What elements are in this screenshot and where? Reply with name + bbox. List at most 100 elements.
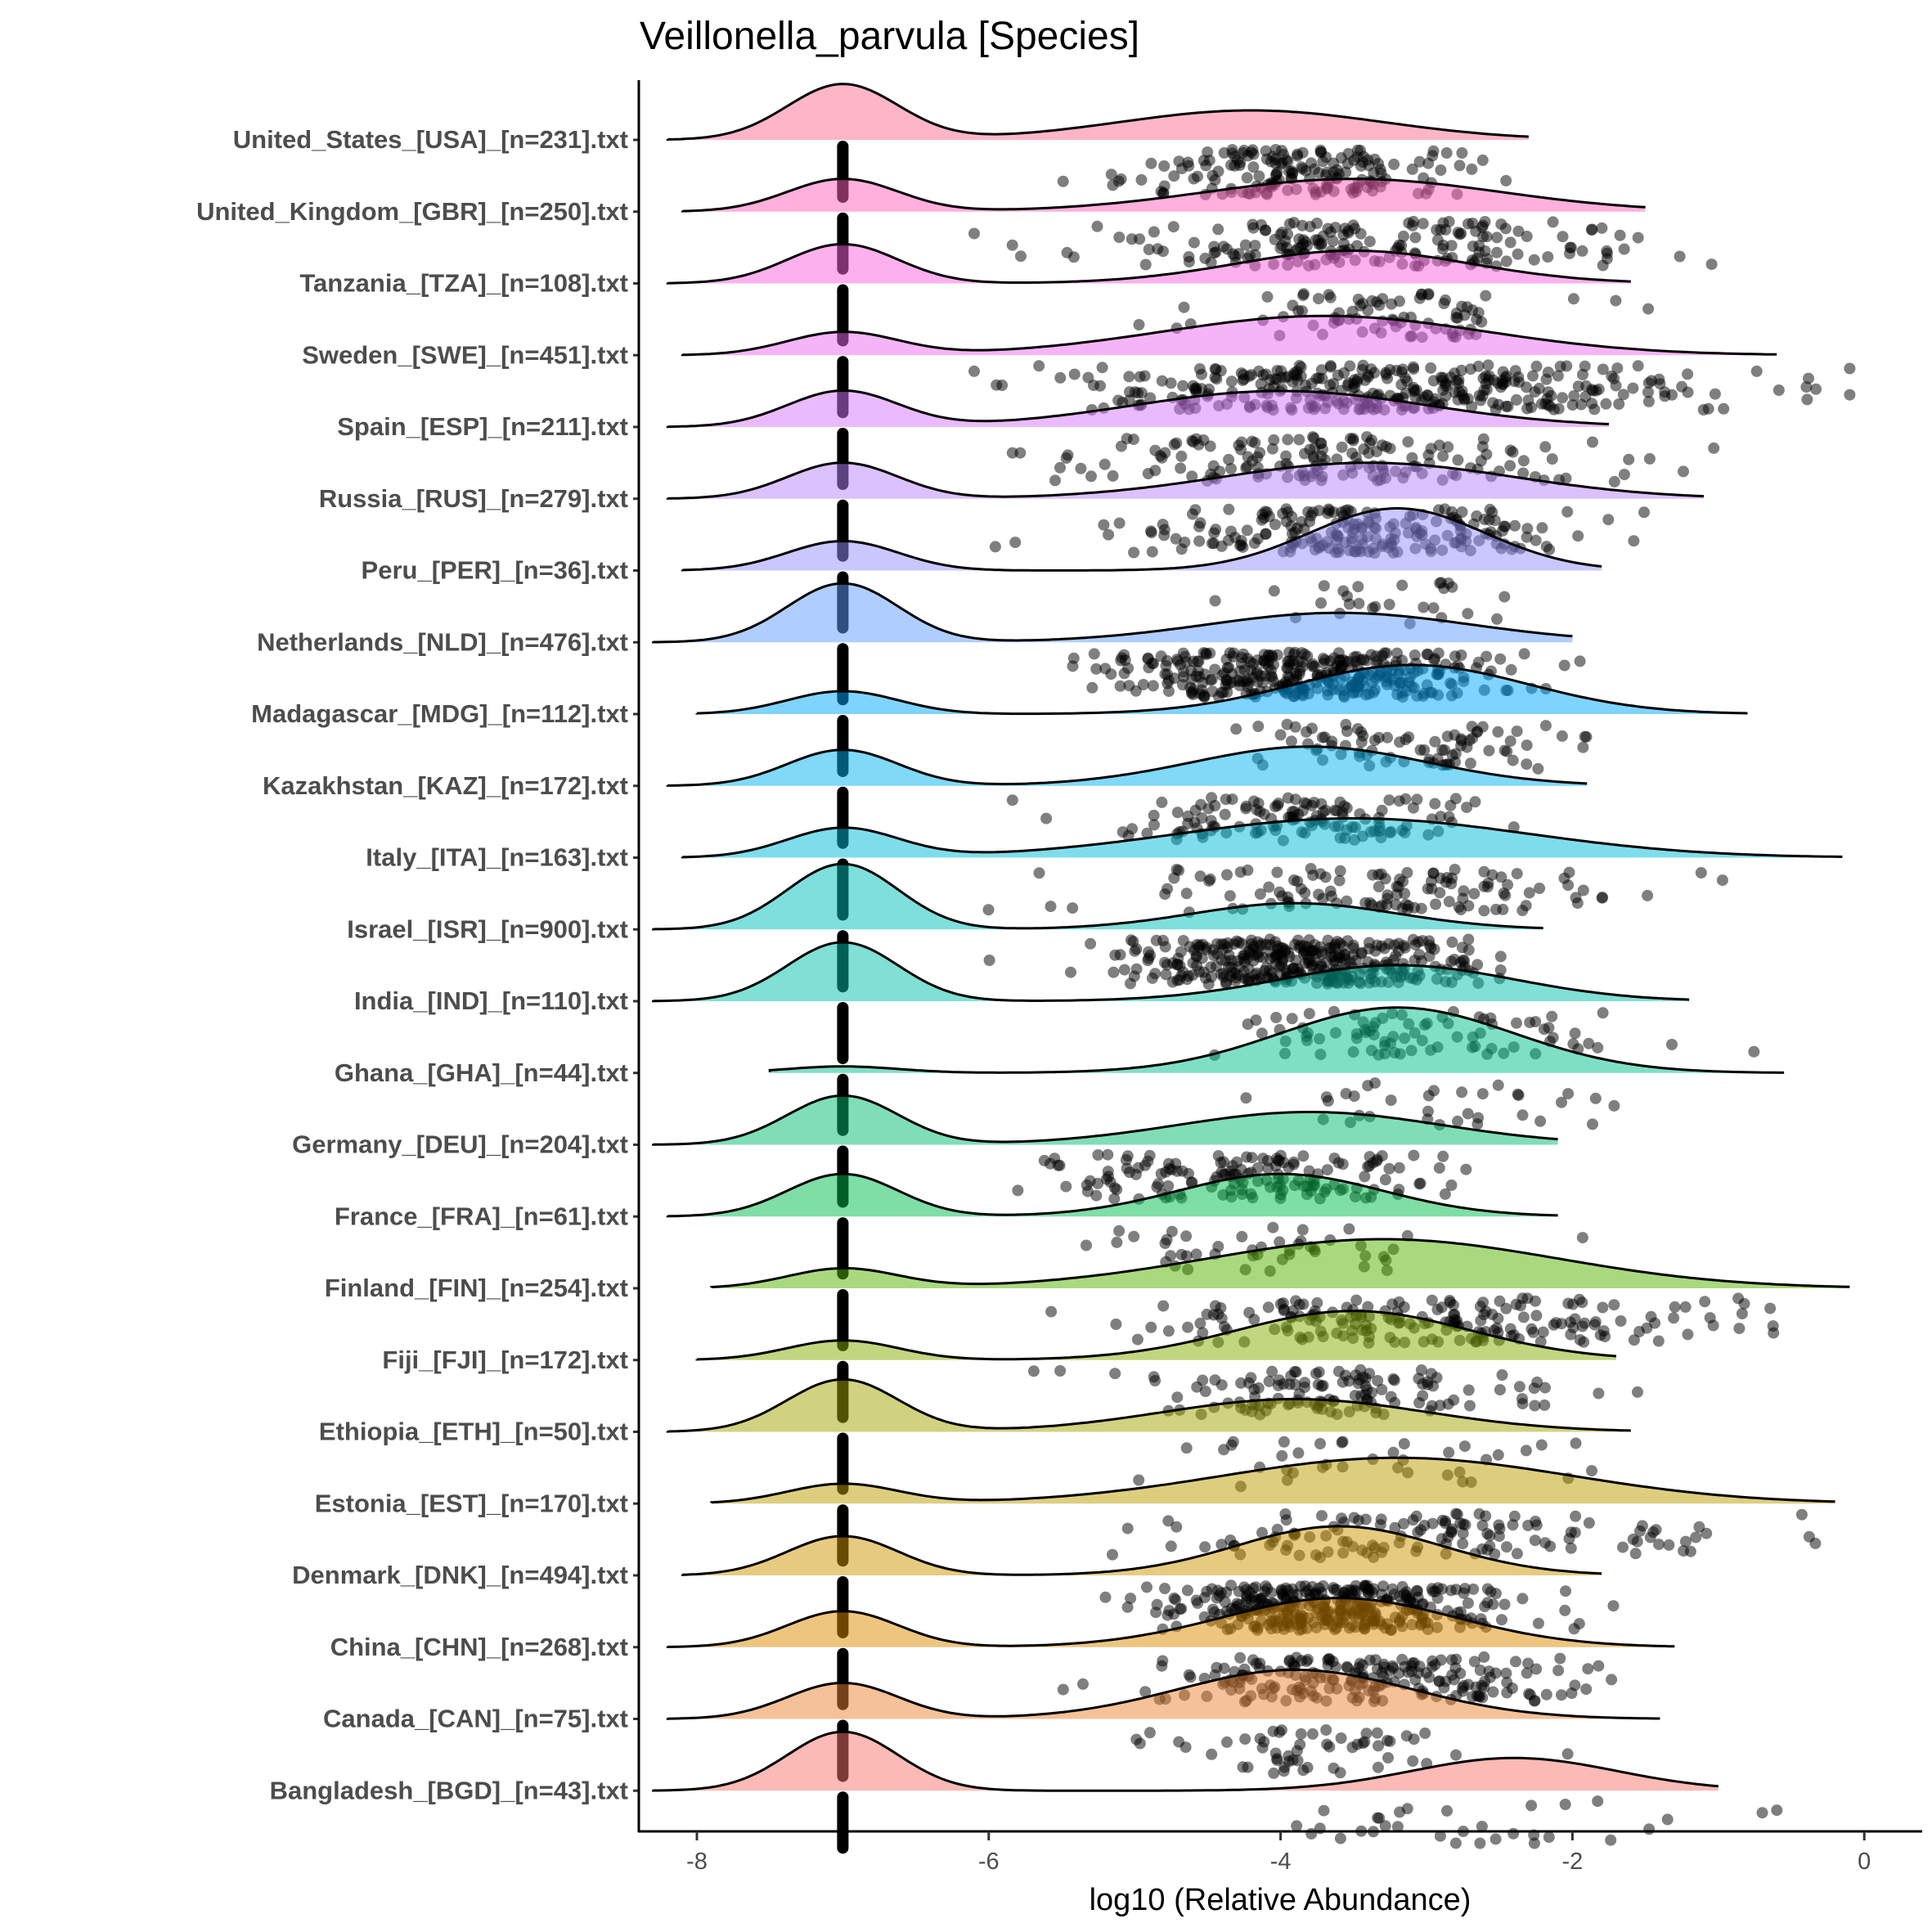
data-point xyxy=(1219,808,1231,820)
data-point xyxy=(1437,243,1449,255)
data-point xyxy=(1540,1688,1552,1701)
data-point xyxy=(1476,1519,1489,1531)
data-point xyxy=(1583,1037,1595,1049)
data-point xyxy=(1241,524,1253,537)
data-point xyxy=(1288,217,1300,229)
row-1: United_Kingdom_[GBR]_[n=250].txt xyxy=(196,177,1718,275)
data-point xyxy=(1565,1328,1577,1341)
data-point xyxy=(1303,1165,1315,1177)
data-point xyxy=(1150,1606,1162,1619)
data-point xyxy=(1608,475,1620,487)
data-point xyxy=(1771,1804,1783,1817)
data-point xyxy=(1121,1601,1134,1613)
data-point xyxy=(1260,145,1272,157)
data-point xyxy=(1054,461,1066,474)
data-point xyxy=(1476,222,1488,233)
data-point xyxy=(1241,973,1253,986)
data-point xyxy=(1269,801,1282,813)
data-point xyxy=(1373,731,1385,744)
data-point xyxy=(1012,1184,1024,1197)
data-point xyxy=(1400,1730,1413,1742)
data-point xyxy=(1522,1520,1534,1531)
data-point xyxy=(1436,744,1449,756)
data-point xyxy=(1646,375,1657,387)
data-point xyxy=(1132,387,1144,399)
data-point xyxy=(1464,757,1476,770)
data-point xyxy=(1181,1584,1193,1597)
data-point xyxy=(1254,1657,1266,1669)
data-point xyxy=(1422,1090,1435,1102)
data-point xyxy=(1466,401,1478,413)
data-point xyxy=(1377,293,1389,305)
data-point xyxy=(1271,866,1283,878)
data-point xyxy=(1301,726,1312,738)
data-point xyxy=(1157,934,1169,946)
data-point xyxy=(1224,890,1236,902)
data-point xyxy=(1456,941,1468,954)
data-point xyxy=(1308,451,1319,463)
density-fill xyxy=(697,665,1748,714)
data-point xyxy=(1245,369,1257,381)
data-point xyxy=(1275,949,1287,961)
x-tick-label: -8 xyxy=(686,1849,708,1875)
data-point xyxy=(1267,1221,1279,1233)
density-outline xyxy=(681,507,1602,572)
data-point xyxy=(1235,535,1247,546)
data-point xyxy=(1391,1821,1404,1833)
data-point xyxy=(1350,1585,1363,1597)
data-point xyxy=(1478,905,1490,917)
data-point xyxy=(1302,1584,1314,1597)
data-point xyxy=(1180,1442,1193,1454)
data-point xyxy=(1748,1045,1760,1058)
data-point xyxy=(1135,173,1148,186)
data-point xyxy=(1075,462,1087,474)
data-point xyxy=(1436,1301,1448,1314)
data-point xyxy=(1305,510,1317,522)
density-outline xyxy=(651,862,1543,931)
density-outline xyxy=(666,83,1529,142)
row-12: India_[IND]_[n=110].txt xyxy=(354,941,1760,1064)
data-point xyxy=(1331,453,1343,465)
data-point xyxy=(1597,363,1609,375)
data-point xyxy=(1379,1174,1391,1186)
data-point xyxy=(1452,312,1464,324)
data-point xyxy=(1500,371,1512,382)
data-point xyxy=(1478,880,1490,892)
data-point xyxy=(1301,1656,1313,1668)
data-point xyxy=(1708,442,1720,454)
data-point xyxy=(1268,434,1280,446)
density-fill xyxy=(682,1526,1602,1575)
data-point xyxy=(1458,1518,1469,1530)
data-point xyxy=(1270,373,1283,385)
data-point xyxy=(1054,1365,1067,1377)
data-point xyxy=(1578,1336,1590,1348)
data-point xyxy=(1576,245,1588,257)
data-point xyxy=(1160,1166,1172,1178)
data-point xyxy=(1295,242,1307,254)
data-point xyxy=(1363,447,1375,460)
data-point xyxy=(1108,1193,1121,1205)
data-point xyxy=(1453,901,1465,913)
data-point xyxy=(1564,241,1576,254)
data-point xyxy=(1313,293,1324,305)
data-point xyxy=(1128,546,1140,559)
data-point xyxy=(1317,1380,1329,1391)
data-point xyxy=(1118,667,1130,680)
data-point xyxy=(1321,166,1333,178)
data-point xyxy=(1499,520,1512,532)
data-point xyxy=(1200,647,1212,659)
data-point xyxy=(1348,377,1360,389)
data-point xyxy=(1476,1088,1489,1100)
data-point xyxy=(1015,250,1027,263)
data-point xyxy=(1772,384,1785,396)
data-point xyxy=(1324,291,1337,303)
y-tick-label: Russia_[RUS]_[n=279].txt xyxy=(319,484,628,513)
data-point xyxy=(1033,360,1045,372)
data-point xyxy=(1215,1587,1227,1599)
data-point xyxy=(1607,1600,1620,1612)
data-point xyxy=(1512,248,1524,260)
data-point xyxy=(1155,186,1167,198)
data-point xyxy=(1296,146,1309,159)
data-point xyxy=(1305,799,1318,811)
data-point xyxy=(1809,1537,1822,1549)
